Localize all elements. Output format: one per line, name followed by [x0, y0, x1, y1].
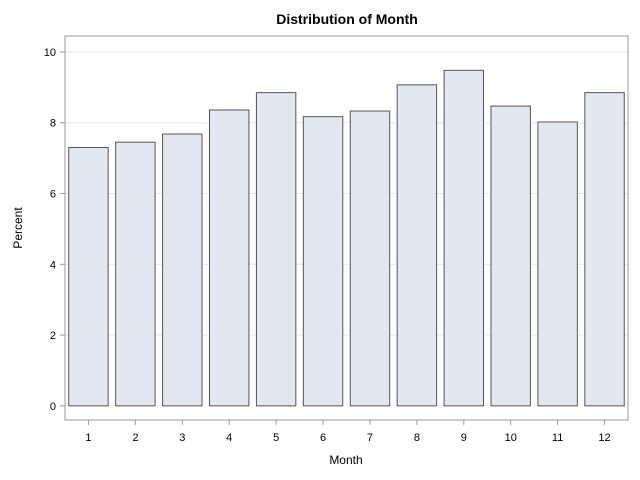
y-tick-label: 8: [50, 118, 56, 130]
x-tick-label: 7: [367, 432, 373, 444]
y-tick-label: 2: [50, 330, 56, 342]
gridlines: [65, 51, 628, 336]
x-tick-label: 5: [273, 432, 279, 444]
bar-month-2: [115, 141, 156, 407]
plot-frame: [64, 35, 629, 421]
bar-month-6: [302, 116, 344, 407]
bar-month-1: [68, 146, 109, 407]
x-axis-label: Month: [329, 453, 362, 467]
x-tick-label: 3: [179, 432, 185, 444]
bar-month-5: [255, 92, 297, 407]
bar-month-7: [349, 110, 391, 407]
bar-month-10: [490, 105, 531, 407]
x-axis: 1 2 3 4 5 6 7 8 9 10 11 12: [85, 420, 611, 444]
x-tick-label: 12: [598, 432, 610, 444]
x-tick-label: 1: [85, 432, 91, 444]
x-tick-label: 9: [461, 432, 467, 444]
x-tick-label: 4: [226, 432, 232, 444]
x-tick-label: 2: [132, 432, 138, 444]
bar-month-12: [584, 92, 625, 407]
chart-title: Distribution of Month: [276, 11, 418, 27]
y-tick-label: 10: [44, 47, 56, 59]
y-axis-label: Percent: [11, 207, 25, 249]
bar-month-11: [537, 121, 578, 407]
x-tick-label: 10: [505, 432, 517, 444]
y-tick-label: 6: [50, 188, 56, 200]
bar-month-4: [209, 109, 250, 407]
bars: [68, 69, 625, 407]
x-tick-label: 6: [320, 432, 326, 444]
y-axis: 0 2 4 6 8 10: [44, 47, 65, 413]
bar-month-3: [162, 133, 203, 407]
bar-month-8: [396, 84, 438, 407]
y-tick-label: 4: [50, 259, 56, 271]
y-tick-label: 0: [50, 401, 56, 413]
bar-month-9: [443, 69, 484, 407]
x-tick-label: 11: [552, 432, 563, 444]
x-tick-label: 8: [414, 432, 420, 444]
